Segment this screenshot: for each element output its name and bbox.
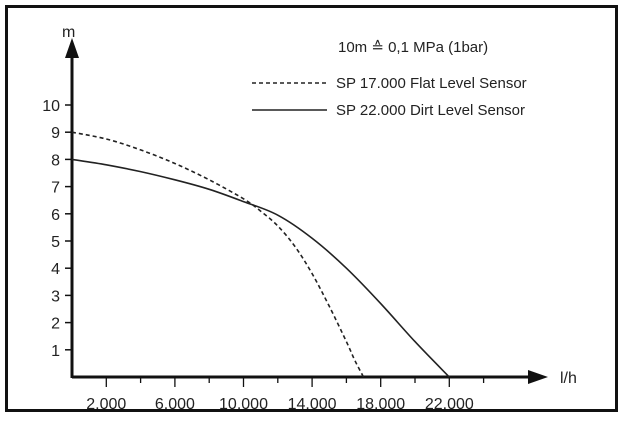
series-line-flat-level-sensor <box>71 131 365 378</box>
y-tick-label-9: 9 <box>51 125 60 142</box>
x-tick-label-0: 2.000 <box>86 396 126 413</box>
legend-label-flat: SP 17.000 Flat Level Sensor <box>336 75 527 92</box>
y-tick-label-6: 6 <box>51 207 60 224</box>
y-tick-label-1: 1 <box>51 343 60 360</box>
x-axis-unit: l/h <box>560 370 577 387</box>
x-tick-label-2: 10.000 <box>219 396 268 413</box>
legend-label-dirt: SP 22.000 Dirt Level Sensor <box>336 102 525 119</box>
x-axis-arrow <box>528 370 548 384</box>
x-tick-label-5: 22.000 <box>425 396 474 413</box>
y-axis-arrow <box>65 38 79 58</box>
x-tick-label-1: 6.000 <box>155 396 195 413</box>
y-tick-label-4: 4 <box>51 261 60 278</box>
y-axis-unit: m <box>62 24 75 41</box>
y-tick-label-3: 3 <box>51 288 60 305</box>
x-tick-label-3: 14.000 <box>288 396 337 413</box>
y-tick-label-2: 2 <box>51 316 60 333</box>
chart-frame <box>5 5 618 412</box>
x-tick-label-4: 18.000 <box>356 396 405 413</box>
y-tick-label-8: 8 <box>51 152 60 169</box>
y-tick-label-5: 5 <box>51 234 60 251</box>
y-tick-label-7: 7 <box>51 180 60 197</box>
conversion-note: 10m ≙ 0,1 MPa (1bar) <box>338 39 488 56</box>
series-line-dirt-level-sensor <box>71 158 450 378</box>
y-tick-label-10: 10 <box>42 98 60 115</box>
